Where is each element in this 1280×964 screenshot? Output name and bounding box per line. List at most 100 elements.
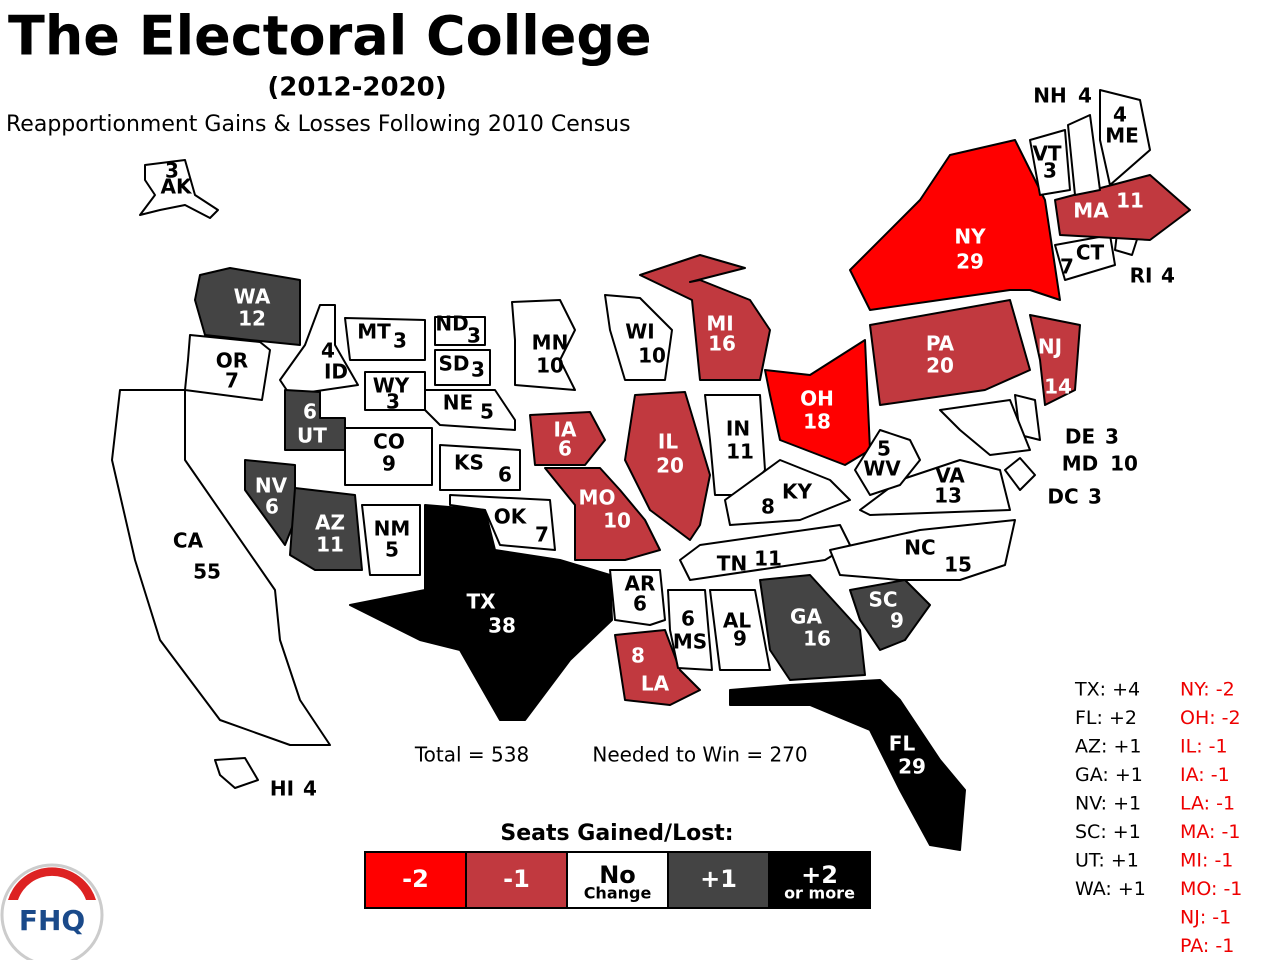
legend-label: Change — [584, 884, 652, 903]
legend-label: +2 — [801, 861, 838, 889]
state-votes: 6 — [303, 400, 317, 424]
state-votes: 3 — [1043, 159, 1057, 183]
state-abbr: MT — [357, 320, 391, 344]
state — [361, 504, 421, 576]
logo-arc — [8, 867, 96, 900]
state-votes: 18 — [803, 410, 831, 434]
state — [829, 519, 1016, 581]
state-abbr: DE — [1065, 425, 1095, 449]
state-abbr: MD — [1062, 452, 1099, 476]
loss-item: IL: -1 — [1180, 736, 1228, 758]
state-votes: 6 — [558, 437, 572, 461]
state-votes: 10 — [638, 344, 666, 368]
state-abbr: MS — [673, 630, 707, 654]
state-abbr: PA — [926, 332, 955, 356]
state — [344, 427, 433, 486]
state — [349, 504, 613, 721]
state-abbr: NY — [954, 225, 986, 249]
state-abbr: LA — [641, 672, 670, 696]
state-abbr: DC — [1047, 485, 1078, 509]
gain-item: SC: +1 — [1075, 821, 1141, 843]
state — [849, 139, 1061, 311]
state-votes: 4 — [1161, 264, 1175, 288]
state-abbr: AK — [161, 175, 193, 199]
state — [439, 444, 521, 491]
loss-item: IA: -1 — [1180, 764, 1230, 786]
state — [854, 429, 921, 496]
state-votes: 4 — [1078, 84, 1092, 108]
state-abbr: WV — [863, 457, 901, 481]
legend-label: -2 — [402, 865, 429, 893]
state-abbr: NE — [443, 391, 473, 415]
state-votes: 12 — [238, 307, 266, 331]
state-abbr: KS — [454, 451, 484, 475]
state-votes: 11 — [1116, 189, 1144, 213]
state — [279, 304, 359, 396]
state-votes: 16 — [708, 332, 736, 356]
subtitle: Reapportionment Gains & Losses Following… — [6, 112, 631, 137]
state — [764, 339, 871, 466]
state-abbr: FL — [889, 732, 916, 756]
state — [434, 349, 491, 386]
legend-label: +1 — [700, 865, 737, 893]
state-votes: 20 — [926, 354, 954, 378]
state-abbr: MN — [532, 331, 569, 355]
gain-item: UT: +1 — [1075, 850, 1139, 872]
state-abbr: WY — [373, 374, 410, 398]
state — [511, 299, 576, 391]
state — [1067, 114, 1101, 196]
state-abbr: AL — [723, 609, 751, 633]
legend-swatch — [768, 851, 871, 909]
state-votes: 9 — [733, 627, 747, 651]
state-abbr: ME — [1105, 124, 1139, 148]
state-votes: 38 — [488, 614, 516, 638]
title: The Electoral College — [8, 5, 652, 68]
state — [544, 467, 661, 561]
loss-item: LA: -1 — [1180, 793, 1235, 815]
state-abbr: AZ — [315, 511, 345, 535]
state — [194, 267, 301, 346]
state-abbr: WA — [234, 285, 271, 309]
gain-item: GA: +1 — [1075, 764, 1143, 786]
state-votes: 10 — [603, 509, 631, 533]
state — [344, 317, 426, 361]
state-votes: 4 — [321, 339, 335, 363]
loss-item: OH: -2 — [1180, 707, 1241, 729]
state-abbr: OR — [216, 349, 248, 373]
state-abbr: CT — [1076, 241, 1105, 265]
gain-item: TX: +4 — [1074, 679, 1140, 701]
state-votes: 7 — [1060, 255, 1074, 279]
legend-label: or more — [784, 884, 855, 903]
state-votes: 9 — [382, 452, 396, 476]
loss-item: MO: -1 — [1180, 878, 1242, 900]
state-votes: 11 — [754, 547, 782, 571]
state-votes: 29 — [956, 250, 984, 274]
state-abbr: MA — [1073, 199, 1109, 223]
state-votes: 4 — [1113, 103, 1127, 127]
state — [759, 574, 866, 681]
state — [1054, 234, 1116, 281]
state — [1029, 129, 1071, 196]
state-votes: 5 — [385, 538, 399, 562]
state-votes: 6 — [633, 592, 647, 616]
state — [244, 459, 296, 546]
state-abbr: NH — [1033, 84, 1066, 108]
state-abbr: NV — [255, 474, 288, 498]
state-votes: 55 — [193, 560, 221, 584]
state — [639, 254, 771, 381]
state-abbr: OK — [494, 505, 528, 529]
state — [609, 569, 666, 626]
state-votes: 3 — [165, 159, 179, 183]
state-abbr: ND — [435, 312, 468, 336]
state — [214, 757, 259, 789]
state — [729, 679, 966, 851]
state-votes: 11 — [316, 533, 344, 557]
state-abbr: WI — [625, 320, 655, 344]
state — [724, 459, 851, 526]
state — [184, 334, 271, 401]
state-votes: 29 — [898, 755, 926, 779]
state — [111, 389, 331, 746]
state-votes: 7 — [225, 369, 239, 393]
legend-label: No — [599, 861, 636, 889]
